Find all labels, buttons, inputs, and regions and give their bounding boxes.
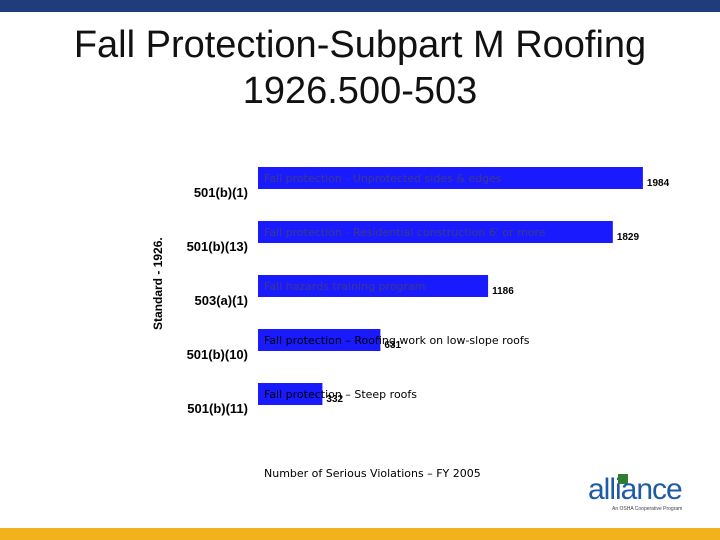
value-label: 1984 [647, 178, 670, 189]
bar-description: Fall hazards training program [264, 280, 426, 293]
bar-503a1 [258, 275, 489, 297]
category-label-group: 501(b)(1) 501(b)(13) 503(a)(1) 501(b)(10) 50… [187, 185, 248, 416]
category-tick-label: 501(b)(1) [194, 185, 248, 200]
value-label: 1829 [617, 232, 640, 243]
value-label-group: 1984 1829 1186 631 332 [326, 178, 669, 405]
slide-title: Fall Protection-Subpart M Roofing 1926.5… [0, 22, 720, 114]
value-label: 332 [326, 394, 343, 405]
category-tick-label: 503(a)(1) [195, 293, 248, 308]
value-label: 631 [384, 340, 401, 351]
title-line-1: Fall Protection-Subpart M Roofing [73, 24, 647, 66]
logo-emblem-icon [618, 474, 628, 484]
x-axis-label: Number of Serious Violations – FY 2005 [264, 467, 481, 480]
alliance-logo: alliance An OSHA Cooperative Program [588, 474, 698, 518]
logo-tagline: An OSHA Cooperative Program [612, 506, 683, 512]
category-tick-label: 501(b)(13) [187, 239, 248, 254]
bar-description: Fall protection – Roofing work on low-sl… [264, 334, 530, 347]
logo-wordmark: alliance [588, 473, 683, 506]
category-tick-label: 501(b)(10) [187, 347, 248, 362]
bar-501b13 [258, 221, 613, 243]
bar-group [258, 167, 643, 405]
y-axis-label: Standard - 1926. [151, 237, 165, 330]
bar-501b11 [258, 383, 323, 405]
bar-501b10 [258, 329, 381, 351]
bar-description: Fall protection - Residential constructi… [264, 226, 546, 239]
title-line-2: 1926.500-503 [242, 70, 478, 112]
bar-501b1 [258, 167, 643, 189]
bar-description: Fall protection – Steep roofs [264, 388, 417, 401]
bar-description: Fall protection - Unprotected sides & ed… [264, 172, 502, 185]
bottom-banner-bar [0, 528, 720, 540]
category-tick-label: 501(b)(11) [187, 401, 248, 416]
description-label-group: Fall protection - Unprotected sides & ed… [264, 172, 546, 401]
top-banner-bar [0, 0, 720, 12]
value-label: 1186 [492, 286, 514, 297]
